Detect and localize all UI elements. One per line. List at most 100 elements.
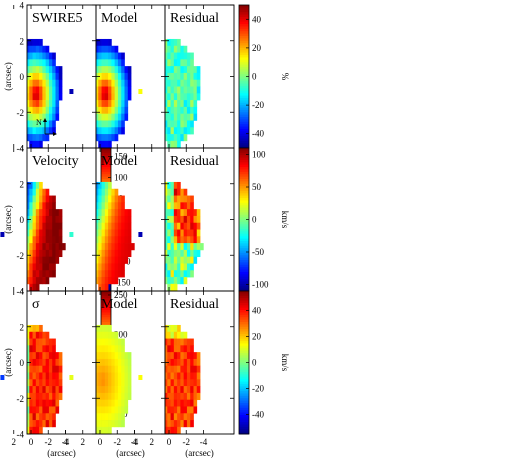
colorbar-step	[239, 195, 249, 199]
heatmap-cell	[98, 195, 102, 203]
heatmap-cell	[48, 52, 53, 60]
heatmap-cell	[13, 216, 17, 223]
heatmap-cell	[117, 263, 122, 271]
heatmap-cell	[45, 277, 50, 285]
heatmap-cell	[108, 352, 112, 360]
heatmap-cell	[48, 256, 53, 264]
heatmap-cell	[190, 59, 194, 67]
heatmap-cell	[35, 352, 40, 360]
heatmap-cell	[167, 365, 171, 373]
heatmap-cell	[55, 249, 60, 258]
heatmap-cell	[161, 379, 165, 386]
heatmap-cell	[124, 106, 129, 115]
heatmap-cell	[161, 202, 165, 209]
heatmap-cell	[170, 256, 175, 264]
heatmap-cell	[165, 277, 168, 285]
heatmap-cell	[104, 59, 109, 67]
heatmap-cell	[154, 400, 158, 407]
heatmap-cell	[96, 59, 99, 67]
heatmap-cell	[173, 100, 178, 108]
colorbar-step	[239, 188, 249, 192]
heatmap-cell	[183, 209, 188, 217]
heatmap-cell	[190, 420, 194, 428]
heatmap-cell	[173, 358, 178, 367]
heatmap-cell	[58, 93, 63, 101]
colorbar-tick-label: 50	[252, 182, 262, 192]
heatmap-cell	[161, 87, 165, 94]
heatmap-cell	[157, 223, 161, 230]
heatmap-cell	[104, 215, 109, 224]
heatmap-cell	[193, 106, 198, 115]
heatmap-cell	[98, 263, 102, 271]
heatmap-cell	[173, 249, 178, 258]
heatmap-cell	[52, 379, 56, 387]
heatmap-cell	[177, 236, 181, 244]
heatmap-cell	[101, 86, 106, 94]
colorbar-step	[239, 88, 249, 92]
heatmap-cell	[124, 406, 129, 414]
heatmap-cell	[165, 345, 168, 353]
heatmap-cell	[39, 345, 43, 353]
colorbar-step	[101, 305, 111, 309]
heatmap-cell	[39, 140, 43, 148]
colorbar-step	[239, 164, 249, 168]
heatmap-cell	[75, 236, 79, 243]
heatmap-cell	[101, 372, 106, 380]
heatmap-cell	[88, 277, 92, 284]
heatmap-cell	[29, 365, 33, 373]
heatmap-cell	[98, 399, 102, 407]
heatmap-cell	[98, 222, 102, 230]
heatmap-cell	[183, 331, 188, 339]
heatmap-cell	[19, 339, 23, 346]
heatmap-cell	[104, 127, 109, 135]
heatmap-cell	[48, 106, 53, 115]
colorbar-step	[239, 274, 249, 278]
heatmap-cell	[154, 366, 158, 373]
colorbar-step	[239, 16, 249, 20]
heatmap-cell	[161, 66, 165, 73]
colorbar-step	[239, 240, 249, 244]
heatmap-cell	[96, 413, 99, 421]
heatmap-cell	[55, 222, 60, 230]
heatmap-cell	[29, 45, 33, 53]
heatmap-cell	[55, 392, 60, 401]
heatmap-cell	[104, 283, 109, 291]
isolated-spaxel	[0, 232, 5, 237]
heatmap-cell	[35, 283, 40, 291]
heatmap-cell	[39, 100, 43, 108]
heatmap-cell	[96, 209, 99, 217]
heatmap-cell	[52, 195, 56, 203]
heatmap-cell	[35, 209, 40, 217]
heatmap-cell	[117, 392, 122, 401]
heatmap-cell	[180, 392, 185, 401]
heatmap-cell	[101, 256, 106, 264]
heatmap-cell	[180, 195, 185, 203]
heatmap-cell	[98, 72, 102, 81]
colorbar-tick-label: 250	[114, 290, 128, 300]
heatmap-cell	[55, 79, 60, 87]
heatmap-cell	[190, 413, 194, 421]
heatmap-cell	[3, 243, 7, 250]
heatmap-cell	[45, 243, 50, 251]
heatmap-cell	[35, 236, 40, 244]
heatmap-cell	[82, 120, 86, 127]
heatmap-cell	[108, 188, 112, 196]
colorbar-step	[239, 260, 249, 263]
panel-title: Model	[101, 11, 138, 26]
heatmap-cell	[167, 181, 171, 190]
heatmap-cell	[79, 87, 83, 94]
y-tick-label: -4	[17, 287, 25, 297]
heatmap-cell	[42, 45, 47, 53]
heatmap-cell	[52, 209, 56, 217]
heatmap-cell	[148, 345, 152, 352]
heatmap-cell	[196, 249, 201, 258]
heatmap-cell	[193, 215, 198, 224]
heatmap-cell	[42, 236, 47, 244]
colorbar-step	[239, 255, 249, 259]
heatmap-cell	[16, 406, 20, 413]
heatmap-cell	[96, 277, 99, 285]
heatmap-cells	[148, 324, 201, 434]
heatmap-cell	[161, 223, 165, 230]
heatmap-cell	[108, 181, 112, 190]
heatmap-cell	[82, 80, 86, 87]
